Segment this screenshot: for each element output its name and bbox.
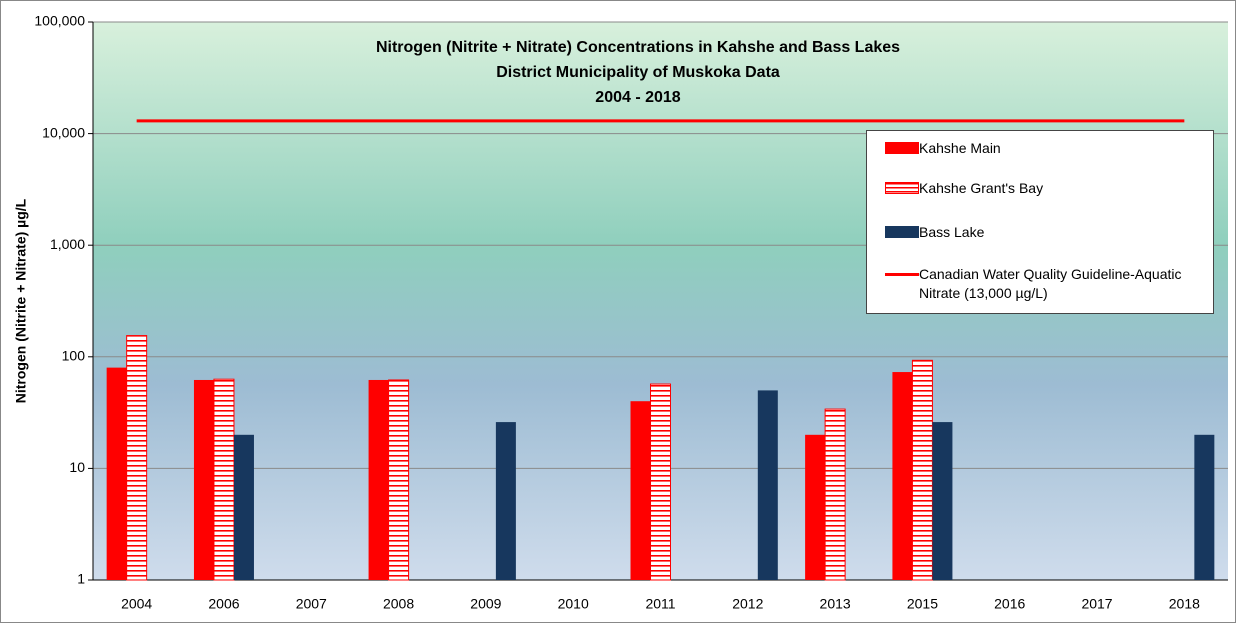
x-tick-label: 2006: [208, 596, 239, 612]
bar: [911, 359, 933, 581]
x-tick-label: 2007: [296, 596, 327, 612]
bar: [630, 401, 651, 580]
legend-label: Kahshe Main: [919, 140, 1001, 156]
legend: Kahshe Main Kahshe Grant's Bay Bass Lake Ca…: [866, 130, 1214, 314]
x-tick-label: 2008: [383, 596, 414, 612]
legend-item: Canadian Water Quality Guideline-Aquatic…: [885, 265, 1209, 303]
bar: [126, 335, 148, 581]
y-axis-label: Nitrogen (Nitrite + Nitrate) µg/L: [13, 198, 29, 403]
bar: [757, 390, 778, 580]
bar: [805, 434, 826, 580]
bar: [932, 422, 953, 580]
x-tick-label: 2011: [645, 596, 675, 612]
x-tick-label: 2016: [994, 596, 1025, 612]
y-tick-label: 1: [77, 571, 85, 587]
legend-label: Canadian Water Quality Guideline-Aquatic…: [919, 266, 1182, 301]
y-tick-label: 1,000: [50, 236, 85, 252]
x-tick-label: 2012: [732, 596, 763, 612]
legend-swatch: [885, 182, 919, 194]
bar: [233, 434, 254, 580]
x-tick-label: 2015: [907, 596, 938, 612]
legend-swatch: [885, 226, 919, 238]
y-tick-label: 10,000: [42, 124, 85, 140]
bar: [193, 379, 214, 580]
bar: [650, 383, 671, 581]
bar: [106, 367, 127, 580]
bar: [495, 422, 516, 580]
chart-title: 2004 - 2018: [595, 89, 681, 106]
legend-swatch: [885, 273, 919, 276]
legend-item: Kahshe Main: [885, 139, 1209, 158]
x-tick-label: 2010: [558, 596, 589, 612]
bar: [892, 372, 913, 580]
bar: [388, 379, 410, 581]
x-tick-label: 2013: [820, 596, 851, 612]
x-tick-label: 2009: [470, 596, 501, 612]
x-tick-label: 2017: [1081, 596, 1112, 612]
x-tick-label: 2004: [121, 596, 152, 612]
bar: [368, 379, 389, 580]
legend-item: Bass Lake: [885, 223, 1209, 242]
y-tick-label: 10: [69, 459, 85, 475]
y-tick-label: 100: [62, 348, 86, 364]
chart-title: Nitrogen (Nitrite + Nitrate) Concentrati…: [376, 39, 900, 56]
legend-swatch: [885, 142, 919, 154]
legend-label: Bass Lake: [919, 224, 985, 240]
bar: [824, 408, 846, 581]
y-tick-label: 100,000: [34, 13, 85, 29]
bar: [1194, 434, 1215, 580]
chart-title: District Municipality of Muskoka Data: [496, 64, 780, 81]
legend-item: Kahshe Grant's Bay: [885, 179, 1209, 198]
bar: [213, 378, 235, 581]
x-tick-label: 2018: [1169, 596, 1200, 612]
legend-label: Kahshe Grant's Bay: [919, 180, 1044, 196]
